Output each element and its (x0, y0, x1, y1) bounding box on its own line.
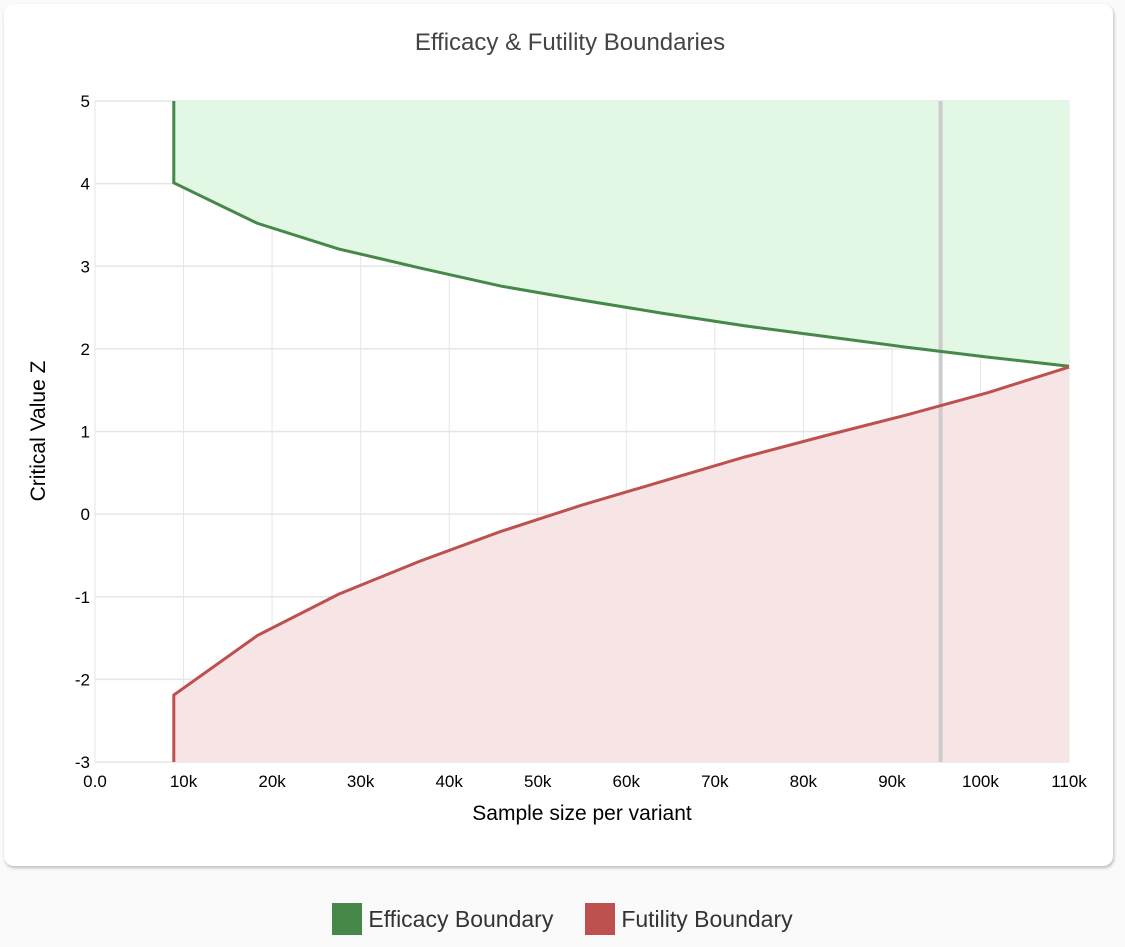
y-tick-label: 0 (81, 505, 90, 524)
x-tick-label: 40k (435, 772, 463, 791)
y-tick-label: 5 (81, 92, 90, 111)
x-tick-label: 30k (347, 772, 375, 791)
chart-title: Efficacy & Futility Boundaries (415, 29, 725, 56)
futility-swatch (585, 903, 616, 935)
x-tick-label: 10k (170, 772, 198, 791)
legend-label-efficacy: Efficacy Boundary (368, 905, 554, 932)
y-axis-label: Critical Value Z (27, 360, 50, 501)
x-tick-label: 20k (258, 772, 286, 791)
y-tick-label: 4 (81, 175, 90, 194)
ticks: 0.0 10k 20k 30k 40k 50k 60k 70k 80k 90k 100k 110k 5 4… (75, 92, 1087, 791)
y-tick-label: -1 (75, 588, 90, 607)
x-axis-label: Sample size per variant (472, 802, 692, 825)
x-tick-label: 70k (701, 772, 729, 791)
legend-item-efficacy[interactable]: Efficacy Boundary (332, 903, 553, 935)
x-tick-label: 100k (962, 772, 999, 791)
y-tick-label: 2 (81, 340, 90, 359)
x-tick-label: 50k (524, 772, 552, 791)
efficacy-line (172, 101, 1070, 368)
efficacy-swatch (332, 903, 363, 935)
legend: Efficacy Boundary Futility Boundary (0, 903, 1125, 935)
futility-area (173, 367, 1070, 762)
x-tick-label: 110k (1051, 772, 1087, 791)
lines (172, 101, 1070, 762)
areas (173, 101, 1070, 762)
x-tick-label: 90k (878, 772, 906, 791)
y-tick-label: -3 (75, 753, 90, 772)
legend-item-futility[interactable]: Futility Boundary (585, 903, 793, 935)
x-tick-label: 80k (790, 772, 818, 791)
legend-label-futility: Futility Boundary (621, 905, 793, 932)
efficacy-area (173, 101, 1070, 367)
x-tick-label: 0.0 (83, 772, 107, 791)
y-tick-label: 1 (81, 423, 90, 442)
x-tick-label: 60k (613, 772, 641, 791)
y-tick-label: 3 (81, 257, 90, 276)
y-tick-label: -2 (75, 670, 90, 689)
futility-line (172, 365, 1070, 762)
